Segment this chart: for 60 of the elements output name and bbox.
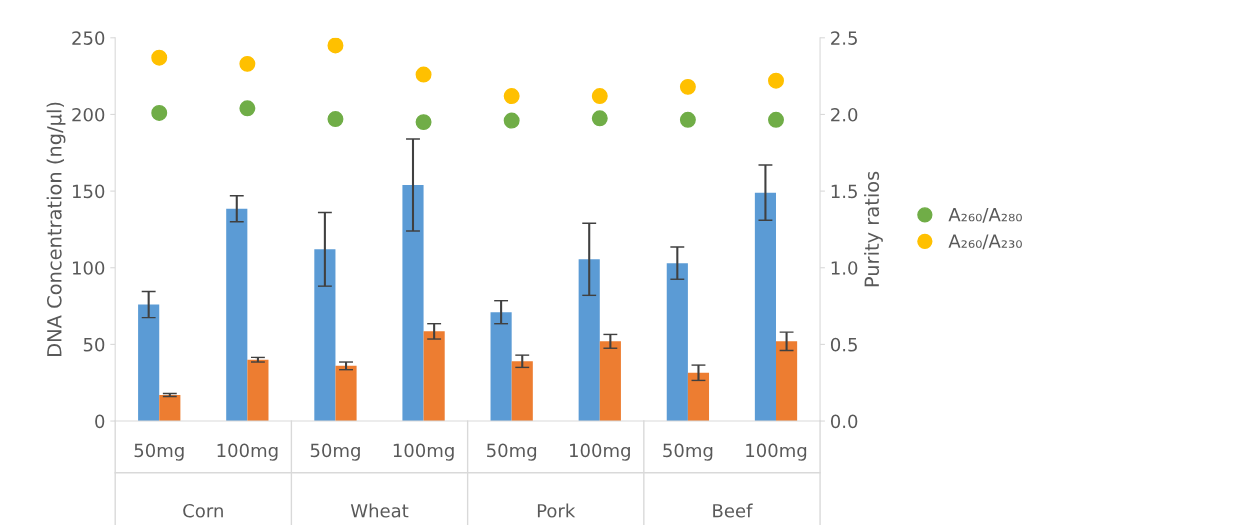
bar [247,359,269,422]
y-tick-label: 50 [83,337,105,352]
point [415,66,432,83]
point [768,111,784,128]
bar [402,184,424,422]
y-tick-label: 150 [72,184,105,199]
y-tick-label: 0 [95,414,105,429]
bar [314,249,336,422]
y-tick-label: 100 [72,261,105,275]
point [151,49,168,66]
x-tick-label: 100mg [393,443,454,461]
bar [423,331,445,422]
y2-tick-label: 2.5 [831,31,857,45]
y-tick-label: 250 [72,31,105,45]
x-tick-label: 100mg [217,443,278,461]
x-tick-label: 100mg [570,443,630,461]
bar [776,341,798,422]
bar [490,312,512,422]
point [415,114,432,131]
point [503,112,520,129]
y2-tick-label: 1.5 [831,184,857,199]
x-tick-label: 100mg [746,443,807,461]
bar [754,192,777,422]
x-tick-label: 50mg [310,443,360,461]
bar [335,365,357,422]
text: Pork [537,503,576,518]
bar [578,259,600,422]
text: Wheat [350,503,409,518]
x-tick-label: 50mg [487,443,537,461]
bar [687,372,710,422]
text: Corn [183,503,223,518]
point [239,55,256,72]
point [327,111,344,128]
x-tick-label: 50mg [663,443,713,461]
legend-label: A₂₆₀/A₂₃₀ [948,234,1022,250]
y-tick-label: 200 [72,107,105,122]
point [591,88,608,105]
bar [138,304,160,422]
point [679,78,696,95]
point [768,72,784,89]
bar [511,361,533,422]
bar [159,394,181,422]
point [151,104,168,121]
bar [226,208,248,422]
y2-tick-label: 0.0 [830,414,858,429]
point [679,111,696,128]
y2-tick-label: 0.5 [830,337,857,352]
y2-tick-label: 1.0 [831,261,858,275]
point [503,88,520,105]
bar [666,263,688,422]
point [239,100,256,117]
legend-label: A₂₆₀/A₂₈₀ [948,207,1022,223]
point [327,37,344,54]
y2-tick-label: 2.0 [831,107,858,122]
y-axis-title: DNA Concentration (ng/µl) [46,102,66,356]
text: Beef [713,503,753,518]
x-tick-label: 50mg [134,443,184,461]
bar [599,341,621,422]
point [591,110,608,127]
y2-axis-title: Purity ratios [864,171,883,287]
